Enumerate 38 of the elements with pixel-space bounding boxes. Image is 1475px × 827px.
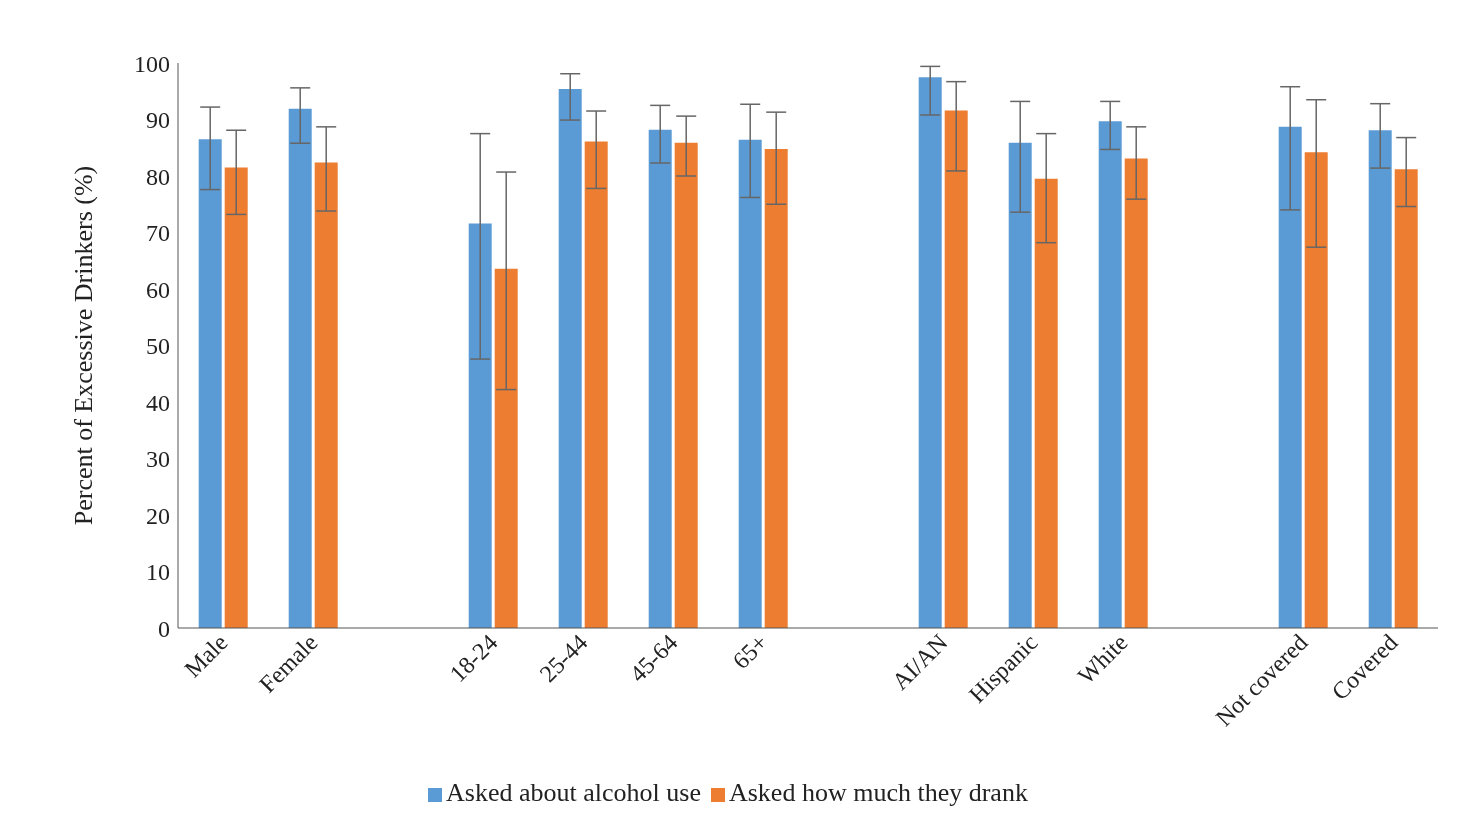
bar bbox=[468, 223, 492, 628]
y-tick-label: 100 bbox=[134, 50, 170, 77]
legend-label: Asked how much they drank bbox=[728, 778, 1028, 807]
bar bbox=[288, 108, 312, 628]
y-axis-title: Percent of Excessive Drinkers (%) bbox=[69, 165, 99, 526]
bar bbox=[314, 162, 338, 628]
y-tick-label: 0 bbox=[158, 615, 170, 642]
bar bbox=[1304, 152, 1328, 628]
x-tick-label: Male bbox=[179, 629, 233, 683]
bar bbox=[584, 141, 608, 628]
bar bbox=[944, 110, 968, 628]
bar bbox=[494, 268, 518, 628]
bar bbox=[764, 148, 788, 628]
y-tick-label: 90 bbox=[146, 107, 170, 134]
bar bbox=[918, 77, 942, 628]
y-tick-label: 40 bbox=[146, 389, 170, 416]
bar bbox=[1368, 130, 1392, 628]
legend-label: Asked about alcohol use bbox=[446, 778, 701, 807]
bar bbox=[198, 139, 222, 628]
y-tick-label: 70 bbox=[146, 220, 170, 247]
bar bbox=[738, 139, 762, 628]
y-tick-label: 50 bbox=[146, 333, 170, 360]
y-tick-label: 10 bbox=[146, 559, 170, 586]
bar bbox=[1124, 158, 1148, 628]
bar bbox=[1278, 126, 1302, 628]
y-tick-label: 30 bbox=[146, 446, 170, 473]
bar bbox=[1394, 169, 1418, 628]
bar bbox=[1008, 142, 1032, 628]
bar bbox=[558, 88, 582, 628]
y-tick-label: 60 bbox=[146, 276, 170, 303]
y-tick-label: 20 bbox=[146, 502, 170, 529]
bar bbox=[1034, 178, 1058, 628]
bar bbox=[224, 167, 248, 628]
y-tick-label: 80 bbox=[146, 163, 170, 190]
x-tick-label: 65+ bbox=[727, 629, 773, 675]
bar bbox=[648, 129, 672, 628]
bar bbox=[1098, 121, 1122, 628]
bar bbox=[674, 142, 698, 628]
